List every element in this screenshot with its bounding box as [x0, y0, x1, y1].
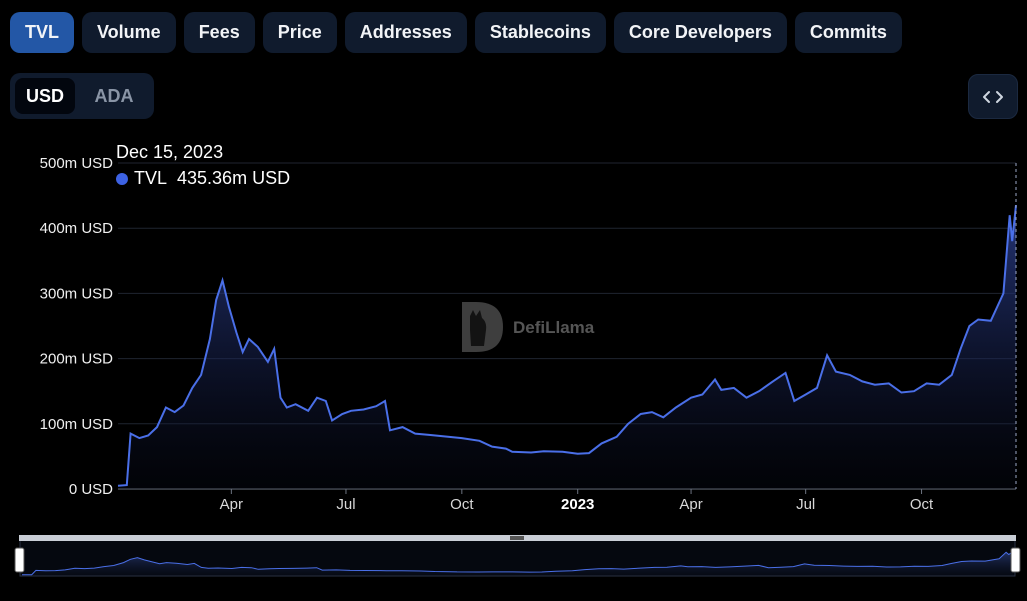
tooltip-series-name: TVL [134, 168, 168, 188]
x-tick-label: Oct [450, 496, 474, 513]
tab-core-developers[interactable]: Core Developers [613, 12, 787, 53]
currency-ada-button[interactable]: ADA [94, 85, 134, 106]
tab-price[interactable]: Price [262, 12, 337, 53]
tab-tvl[interactable]: TVL [10, 12, 74, 53]
tab-commits[interactable]: Commits [794, 12, 902, 53]
tvl-area [118, 205, 1016, 489]
x-tick-label: Jul [336, 496, 355, 513]
code-brackets-icon [983, 90, 1003, 103]
tab-fees[interactable]: Fees [183, 12, 255, 53]
y-tick-label: 0 USD [69, 481, 113, 498]
y-tick-label: 200m USD [40, 351, 114, 368]
watermark-text: DefiLlama [513, 318, 595, 337]
range-slider[interactable] [14, 535, 1021, 577]
range-end-handle[interactable] [1010, 547, 1021, 573]
range-slider-grip-icon [510, 536, 524, 540]
tooltip-series-row: TVL 435.36m USD [116, 168, 290, 189]
tab-stablecoins[interactable]: Stablecoins [474, 12, 606, 53]
tooltip-date: Dec 15, 2023 [116, 142, 224, 162]
x-axis: Apr Jul Oct 2023 Apr Jul Oct [220, 489, 934, 513]
llama-logo-icon [462, 302, 503, 352]
y-tick-label: 400m USD [40, 220, 114, 237]
x-tick-label: Apr [679, 496, 702, 513]
y-tick-label: 300m USD [40, 285, 114, 302]
tooltip-value: 435.36m USD [177, 168, 291, 188]
embed-code-button[interactable] [968, 74, 1018, 119]
currency-usd-button[interactable]: USD [15, 78, 75, 114]
tvl-series-line [117, 204, 1017, 487]
tab-volume[interactable]: Volume [82, 12, 176, 53]
y-tick-label: 500m USD [40, 155, 114, 172]
x-tick-label: Oct [910, 496, 934, 513]
tooltip-series-dot [116, 172, 128, 185]
x-tick-label: Apr [220, 496, 243, 513]
range-slider-preview-line [22, 551, 1014, 576]
watermark: DefiLlama [462, 302, 595, 352]
y-axis: 0 USD 100m USD 200m USD 300m USD 400m USD 500… [40, 155, 114, 498]
tab-addresses[interactable]: Addresses [344, 12, 467, 53]
x-tick-label: 2023 [561, 496, 594, 513]
x-tick-label: Jul [796, 496, 815, 513]
range-start-handle[interactable] [14, 547, 25, 573]
currency-toggle: USD ADA [10, 73, 154, 119]
y-tick-label: 100m USD [40, 416, 114, 433]
metric-tabs: TVL Volume Fees Price Addresses Stableco… [10, 12, 902, 53]
